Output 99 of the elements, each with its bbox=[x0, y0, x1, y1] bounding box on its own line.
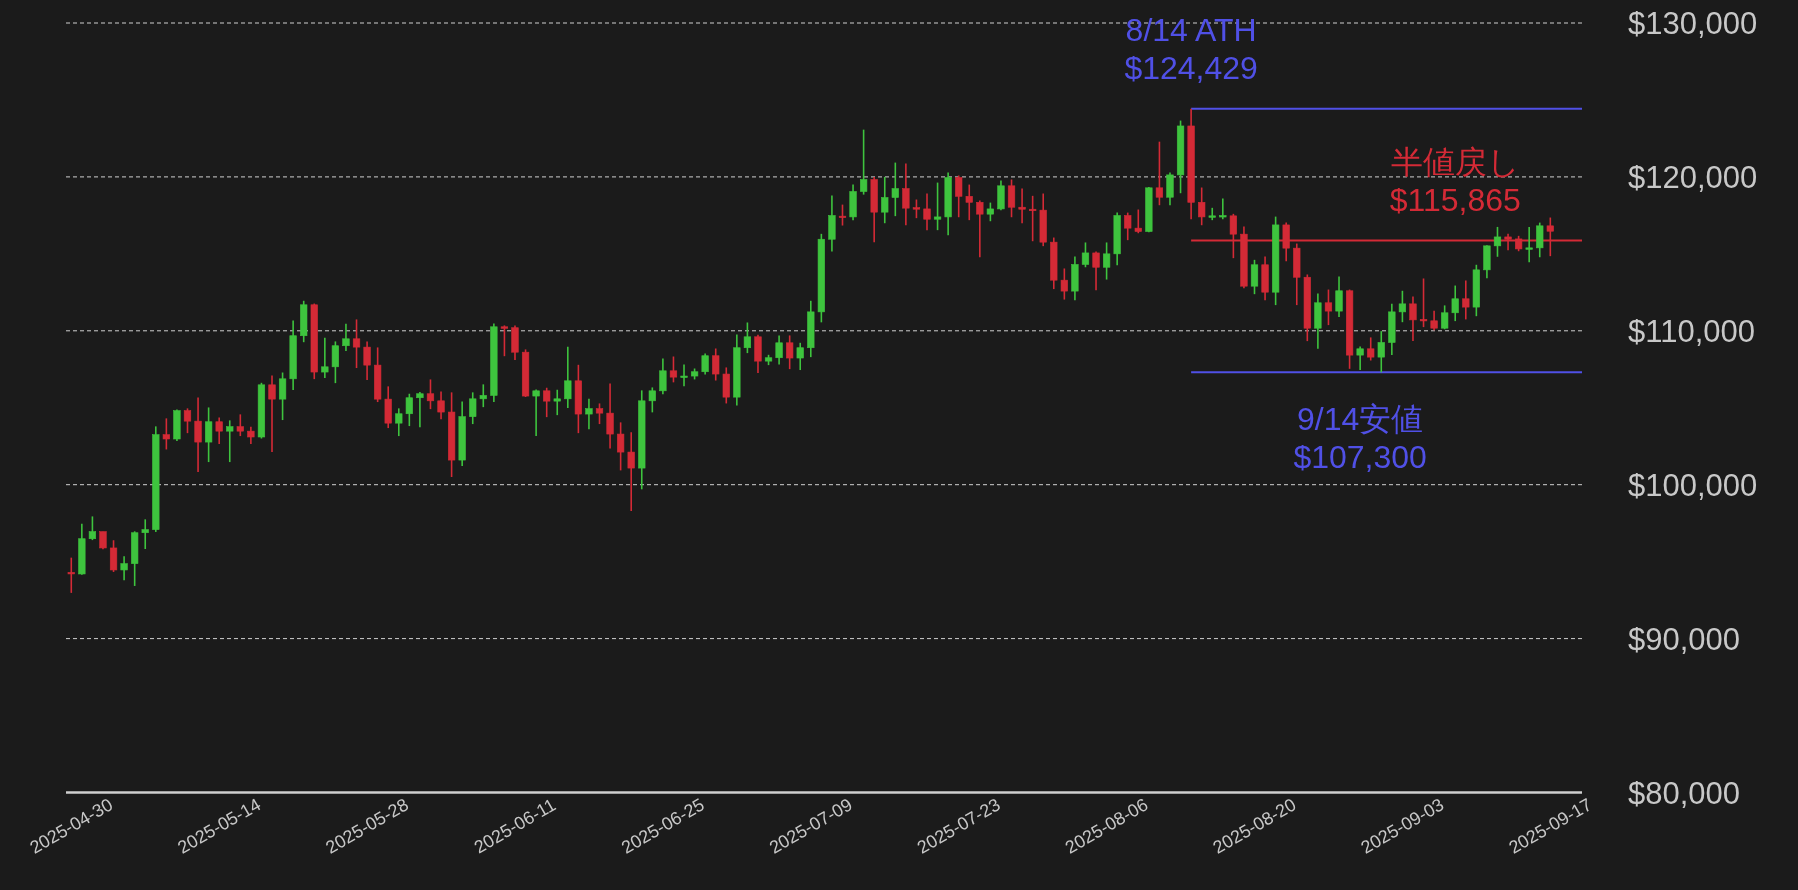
candlestick bbox=[141, 518, 149, 550]
candlestick bbox=[268, 374, 276, 453]
candlestick bbox=[479, 383, 487, 408]
candlestick bbox=[1356, 345, 1364, 371]
candlestick bbox=[595, 402, 604, 425]
y-tick-label: $110,000 bbox=[1628, 313, 1755, 349]
candlestick bbox=[701, 352, 709, 376]
candlestick bbox=[1493, 226, 1502, 258]
candlestick bbox=[986, 201, 994, 223]
candlestick bbox=[1134, 208, 1142, 235]
candlestick bbox=[416, 391, 424, 428]
candlestick bbox=[786, 334, 794, 370]
candlestick bbox=[1419, 277, 1428, 328]
candlestick bbox=[933, 181, 942, 231]
candlestick bbox=[1081, 241, 1090, 269]
candlestick bbox=[321, 336, 329, 379]
y-tick-label: $130,000 bbox=[1628, 6, 1758, 41]
candlestick bbox=[215, 416, 223, 445]
candlestick bbox=[564, 346, 572, 409]
candlestick bbox=[1155, 140, 1164, 207]
annotation: 9/14安値 $107,300 bbox=[1293, 401, 1427, 476]
annotation: 8/14 ATH $124,429 bbox=[1124, 11, 1258, 86]
candlestick bbox=[205, 406, 213, 463]
candlestick bbox=[426, 378, 435, 410]
candlestick bbox=[680, 363, 688, 388]
candlestick bbox=[881, 176, 889, 225]
y-tick-label: $120,000 bbox=[1628, 159, 1758, 195]
candlestick bbox=[606, 382, 614, 450]
y-tick-label: $100,000 bbox=[1628, 467, 1758, 503]
candlestick bbox=[405, 392, 413, 427]
candlestick bbox=[1007, 178, 1016, 219]
candlestick bbox=[1377, 330, 1385, 374]
candlestick bbox=[183, 407, 192, 434]
candlestick bbox=[997, 179, 1005, 211]
candlestick bbox=[88, 515, 97, 541]
candlestick bbox=[965, 183, 973, 221]
candlestick bbox=[617, 421, 625, 472]
candlestick bbox=[1398, 289, 1406, 323]
candlestick bbox=[1219, 197, 1227, 221]
candlestick bbox=[1367, 336, 1375, 362]
candlestick bbox=[1018, 187, 1026, 225]
candlestick bbox=[543, 386, 551, 418]
candlestick bbox=[1409, 295, 1417, 342]
candlestick bbox=[828, 194, 836, 253]
candlestick bbox=[1124, 211, 1132, 241]
candlestick bbox=[902, 162, 910, 227]
candlestick bbox=[722, 366, 730, 405]
candlestick bbox=[627, 431, 635, 512]
candlestick bbox=[1208, 207, 1216, 221]
candlestick bbox=[775, 334, 783, 366]
candlestick bbox=[1430, 309, 1438, 331]
candlestick bbox=[67, 556, 75, 594]
candlestick bbox=[976, 199, 984, 259]
candlestick bbox=[1250, 259, 1259, 295]
candlestick bbox=[226, 419, 234, 463]
candlestick bbox=[194, 396, 202, 473]
candlestick bbox=[469, 391, 477, 425]
candlestick bbox=[1462, 279, 1470, 321]
candlestick bbox=[838, 203, 847, 227]
candlestick bbox=[1060, 267, 1068, 301]
candlestick bbox=[796, 342, 804, 371]
candlestick bbox=[162, 417, 170, 451]
candlestick bbox=[437, 390, 445, 420]
candlestick bbox=[500, 324, 509, 357]
candlestick bbox=[743, 321, 752, 354]
candlestick bbox=[278, 371, 287, 421]
candlestick bbox=[669, 355, 678, 384]
candlestick bbox=[1198, 186, 1206, 227]
y-tick-label: $90,000 bbox=[1628, 621, 1741, 657]
candlestick bbox=[1451, 284, 1459, 322]
candlestick bbox=[1029, 195, 1037, 243]
candlestick bbox=[236, 413, 244, 437]
annotation: 半値戻し $115,865 bbox=[1389, 143, 1521, 218]
candlestick bbox=[120, 555, 128, 582]
candlestick bbox=[585, 398, 593, 430]
candlestick bbox=[331, 340, 339, 384]
candlestick bbox=[1092, 250, 1100, 291]
candlestick bbox=[912, 198, 921, 219]
candlestick bbox=[1324, 288, 1333, 326]
candlestick bbox=[1166, 171, 1174, 207]
candlestick bbox=[860, 128, 868, 196]
candlestick bbox=[648, 386, 656, 414]
candlestick bbox=[1525, 226, 1533, 263]
candlestick bbox=[923, 192, 931, 231]
candlestick bbox=[352, 318, 361, 369]
candlestick bbox=[553, 388, 561, 416]
candlestick bbox=[712, 347, 720, 382]
y-tick-label: $80,000 bbox=[1628, 775, 1741, 811]
candlestick bbox=[363, 340, 371, 381]
candlestick bbox=[1103, 241, 1111, 281]
candlestick bbox=[955, 174, 963, 219]
candlestick bbox=[109, 539, 118, 573]
candlestick bbox=[342, 323, 350, 352]
candlestick bbox=[891, 161, 899, 217]
candlestick bbox=[1536, 221, 1544, 259]
candlestick bbox=[395, 407, 403, 437]
candlestick bbox=[532, 388, 540, 437]
candlestick bbox=[1335, 275, 1343, 318]
candlestick bbox=[659, 357, 667, 396]
